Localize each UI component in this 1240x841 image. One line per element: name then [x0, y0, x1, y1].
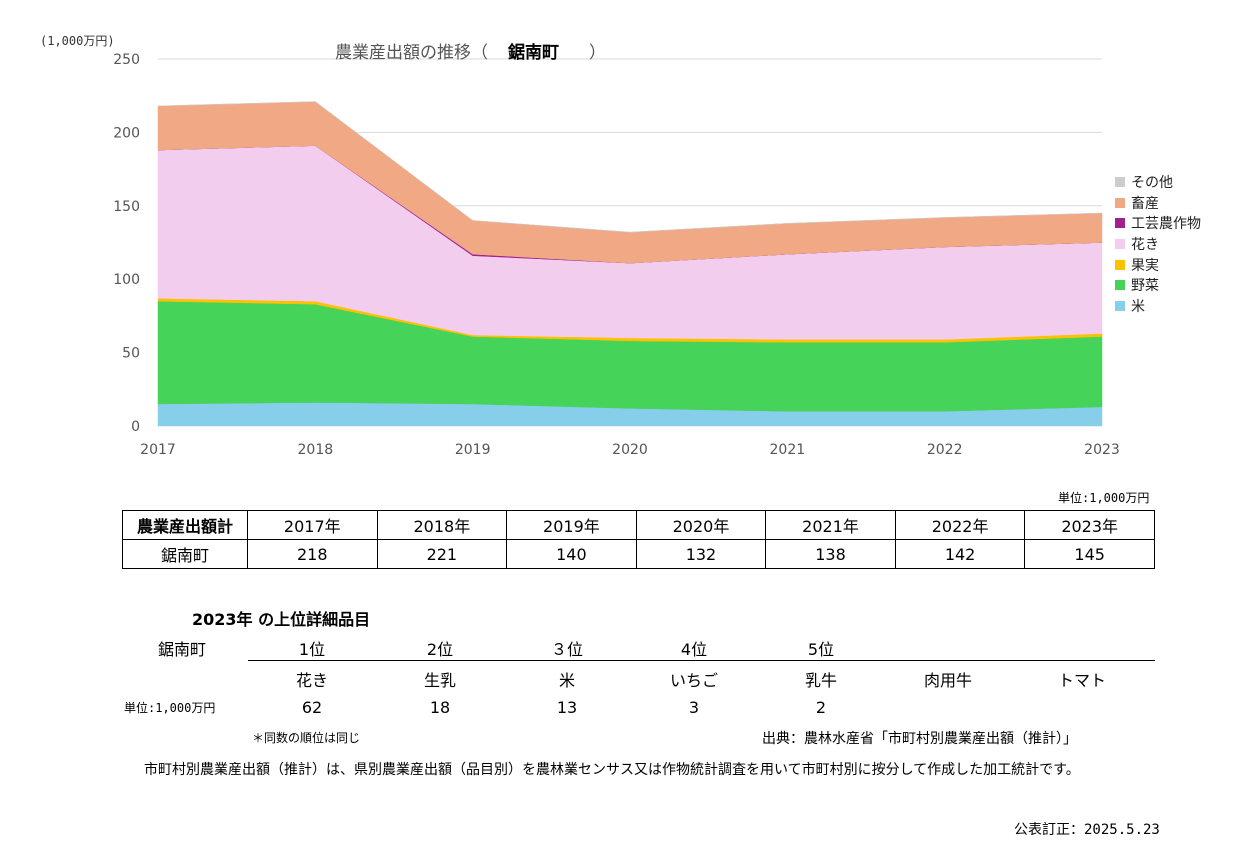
x-tick-label: 2018	[298, 442, 334, 458]
y-axis-unit: (1,000万円)	[40, 34, 115, 48]
rank-item: トマト	[1057, 671, 1106, 690]
total-value: 138	[765, 539, 896, 569]
year-header: 2018年	[376, 510, 508, 540]
legend-label: 花き	[1131, 237, 1159, 254]
legend-label: 果実	[1131, 257, 1159, 274]
totals-header-label: 農業産出額計	[122, 510, 248, 540]
x-tick-label: 2019	[455, 442, 491, 458]
legend-item: 花き	[1115, 234, 1201, 255]
legend-label: 野菜	[1131, 278, 1159, 295]
totals-data-row: 鋸南町 218 221 140 132 138 142 145	[122, 539, 1155, 569]
total-value: 132	[635, 539, 767, 569]
y-tick-label: 200	[113, 125, 140, 141]
total-value: 145	[1024, 539, 1155, 569]
table-unit: 単位:1,000万円	[1058, 491, 1150, 505]
totals-municipality: 鋸南町	[122, 539, 248, 569]
rank-value: 62	[301, 698, 323, 717]
ranking-divider	[248, 660, 1155, 661]
legend-swatch	[1115, 239, 1125, 250]
total-value: 142	[894, 539, 1026, 569]
x-tick-label: 2022	[927, 442, 963, 458]
total-value: 140	[506, 539, 637, 569]
rank-item: 米	[558, 671, 575, 690]
legend-label: 工芸農作物	[1131, 216, 1201, 233]
x-tick-label: 2020	[612, 442, 648, 458]
year-header: 2020年	[635, 510, 767, 540]
y-tick-label: 50	[122, 346, 140, 362]
year-header: 2023年	[1024, 510, 1155, 540]
legend-item: その他	[1115, 172, 1201, 193]
ranking-unit: 単位:1,000万円	[124, 701, 216, 715]
year-header: 2017年	[247, 510, 378, 540]
year-header: 2019年	[506, 510, 637, 540]
y-tick-label: 100	[113, 272, 140, 288]
x-tick-label: 2017	[140, 442, 176, 458]
total-value: 218	[247, 539, 378, 569]
rank-position: 4位	[680, 640, 708, 659]
total-value: 221	[376, 539, 508, 569]
totals-table: 農業産出額計 2017年 2018年 2019年 2020年 2021年 202…	[122, 510, 1155, 569]
chart-title-suffix: ）	[589, 43, 606, 63]
legend-label: 畜産	[1131, 195, 1159, 212]
legend-swatch	[1115, 177, 1125, 188]
source-note: 出典：農林水産省「市町村別農業産出額（推計）」	[762, 731, 1077, 747]
rank-item: 乳牛	[804, 671, 837, 690]
area-series-6	[157, 101, 1103, 233]
legend-item: 野菜	[1115, 275, 1201, 296]
rank-position: ３位	[550, 640, 583, 659]
rank-position: 1位	[298, 640, 326, 659]
year-header: 2022年	[894, 510, 1026, 540]
area-chart: 0 50 100 150 200 250 2017 2018 2019 2020 2021 2022 2…	[113, 52, 1120, 458]
chart-title: 農業産出額の推移（ 鋸南町 ）	[335, 38, 606, 63]
legend-swatch	[1115, 300, 1125, 311]
chart-legend: その他畜産工芸農作物花き果実野菜米	[1115, 172, 1201, 316]
legend-swatch	[1115, 280, 1125, 291]
chart-title-municipality: 鋸南町	[508, 43, 559, 63]
revision-date: 公表訂正：2025.5.23	[1014, 822, 1160, 838]
legend-label: その他	[1131, 175, 1173, 192]
legend-item: 工芸農作物	[1115, 213, 1201, 234]
rank-position: 5位	[807, 640, 835, 659]
rank-value: 3	[688, 698, 700, 717]
legend-swatch	[1115, 218, 1125, 229]
legend-swatch	[1115, 259, 1125, 270]
year-header: 2021年	[765, 510, 896, 540]
rank-item: 花き	[295, 671, 328, 690]
x-tick-label: 2023	[1084, 442, 1120, 458]
x-tick-label: 2021	[770, 442, 806, 458]
ranking-municipality: 鋸南町	[158, 640, 207, 659]
ranking-title: 2023年 の上位詳細品目	[192, 610, 371, 629]
rank-item: 肉用牛	[923, 671, 972, 690]
y-tick-label: 250	[113, 52, 140, 68]
legend-item: 畜産	[1115, 193, 1201, 214]
y-tick-label: 0	[131, 419, 140, 435]
legend-item: 米	[1115, 296, 1201, 317]
tie-note: ＊同数の順位は同じ	[252, 731, 361, 745]
chart-title-prefix: 農業産出額の推移（	[335, 43, 488, 63]
rank-value: 2	[815, 698, 827, 717]
totals-header-row: 農業産出額計 2017年 2018年 2019年 2020年 2021年 202…	[122, 510, 1155, 540]
rank-item: いちご	[669, 671, 718, 690]
y-tick-label: 150	[113, 199, 140, 215]
description-note: 市町村別農業産出額（推計）は、県別農業産出額（品目別）を農林業センサス又は作物統…	[144, 762, 1080, 778]
legend-swatch	[1115, 197, 1125, 208]
rank-value: 13	[556, 698, 578, 717]
rank-value: 18	[429, 698, 451, 717]
rank-position: 2位	[426, 640, 454, 659]
legend-label: 米	[1131, 298, 1145, 315]
legend-item: 果実	[1115, 254, 1201, 275]
rank-item: 生乳	[423, 671, 456, 690]
